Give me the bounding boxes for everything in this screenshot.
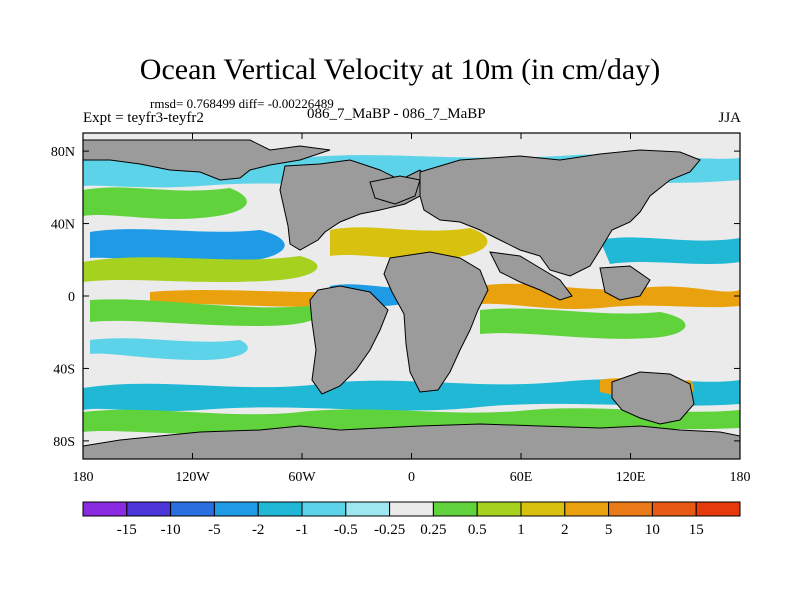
land-eurasia: [419, 149, 701, 277]
land-southeast-asia: [599, 265, 651, 301]
land-greenland-arctic: [83, 139, 331, 181]
colorbar-box: [82, 501, 128, 517]
colorbar-box: [651, 501, 697, 517]
land-africa: [383, 251, 489, 393]
field-band-north-pacific-blue: [90, 229, 285, 264]
colorbar-box: [476, 501, 522, 517]
colorbar-box: [520, 501, 566, 517]
y-tick-label: 40S: [53, 362, 75, 377]
velocity-field: [83, 139, 740, 459]
land-australia: [611, 371, 695, 425]
y-tick-label: 80N: [51, 145, 75, 160]
colorbar-labels: -15 -10 -5 -2 -1 -0.5 -0.25 0.25 0.5 1 2 5 10 15: [117, 522, 704, 538]
map-axes: 180 120W 60W 0 60E 120E 180 80N 40N 0 40S 80S: [51, 133, 751, 485]
colorbar-box: [126, 501, 172, 517]
field-band-atlantic-north: [330, 227, 488, 259]
stats-line: rmsd= 0.768499 diff= -0.00226489: [150, 96, 334, 111]
x-tick-label: 120E: [616, 470, 646, 485]
colorbar-label: -2: [252, 522, 265, 538]
colorbar-label: -10: [161, 522, 181, 538]
field-band-south-pacific-cyan: [90, 338, 248, 360]
y-tick-label: 40N: [51, 218, 75, 233]
land-arabia-india: [489, 251, 573, 301]
field-band-north-pacific-green: [83, 187, 247, 219]
season-label: JJA: [718, 110, 741, 126]
field-band-indian-green: [480, 308, 686, 339]
colorbar-label: -0.5: [334, 522, 358, 538]
land-greenland: [369, 175, 421, 205]
experiment-label: Expt = teyfr3-teyfr2: [83, 110, 204, 126]
field-band-west-pacific: [600, 237, 740, 264]
colorbar-box: [345, 501, 391, 517]
colorbar-box: [389, 501, 434, 517]
colorbar-label: -1: [296, 522, 309, 538]
x-tick-label: 180: [73, 470, 94, 485]
colorbar-label: -0.25: [374, 522, 405, 538]
colorbar-label: 0.25: [420, 522, 446, 538]
x-tick-label: 60W: [288, 470, 316, 485]
colorbar-label: 0.5: [468, 522, 487, 538]
colorbar-box: [257, 501, 303, 517]
y-tick-label: 0: [68, 290, 75, 305]
x-tick-label: 0: [408, 470, 415, 485]
colorbar-label: -15: [117, 522, 137, 538]
x-tick-label: 60E: [510, 470, 533, 485]
field-band-north-pacific-yellow: [83, 256, 318, 282]
y-tick-label: 80S: [53, 435, 75, 450]
x-tick-label: 180: [730, 470, 751, 485]
colorbar-label: 1: [517, 522, 525, 538]
field-band-southern-cyan: [83, 379, 740, 412]
colorbar-label: 10: [645, 522, 660, 538]
chart-title: Ocean Vertical Velocity at 10m (in cm/da…: [139, 53, 661, 86]
colorbar-box: [432, 501, 478, 517]
colorbar-box: [608, 501, 653, 517]
colorbar-label: 2: [561, 522, 569, 538]
colorbar-label: 15: [689, 522, 704, 538]
colorbar-box: [695, 501, 741, 517]
colorbar-boxes: [82, 501, 741, 517]
colorbar-label: -5: [208, 522, 221, 538]
land-antarctica: [83, 423, 740, 459]
x-tick-label: 120W: [175, 470, 210, 485]
colorbar-box: [301, 501, 347, 517]
colorbar-box: [213, 501, 259, 517]
land-south-america: [309, 285, 389, 395]
field-band-equator-green: [90, 299, 318, 326]
colorbar-label: 5: [605, 522, 613, 538]
colorbar-box: [564, 501, 610, 517]
colorbar-box: [170, 501, 215, 517]
case-label: 086_7_MaBP - 086_7_MaBP: [307, 106, 486, 122]
